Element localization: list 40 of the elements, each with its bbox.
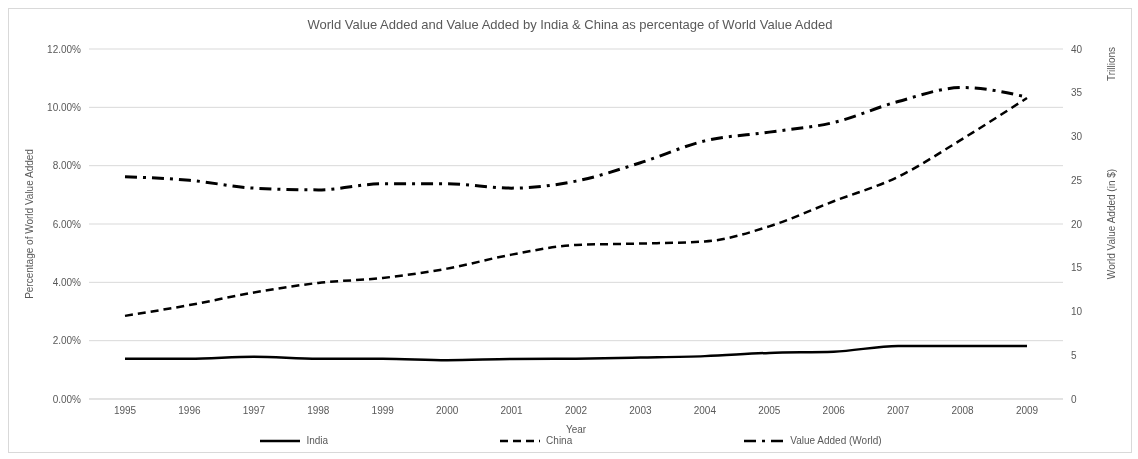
y2-tick-label: 30 bbox=[1071, 131, 1083, 143]
y2-tick-label: 20 bbox=[1071, 218, 1083, 230]
y-tick-label: 2.00% bbox=[52, 335, 82, 347]
y2-tick-label: 25 bbox=[1071, 174, 1083, 186]
x-tick-label: 2001 bbox=[500, 405, 524, 417]
legend-label: China bbox=[546, 435, 573, 446]
legend-label: Value Added (World) bbox=[790, 435, 882, 446]
y2-tick-label: 10 bbox=[1071, 306, 1083, 318]
y-tick-label: 10.00% bbox=[47, 101, 82, 113]
x-tick-label: 2005 bbox=[758, 405, 781, 417]
x-tick-label: 2007 bbox=[887, 405, 910, 417]
x-tick-label: 2004 bbox=[693, 405, 717, 417]
x-tick-label: 2000 bbox=[436, 405, 459, 417]
x-tick-label: 1999 bbox=[371, 405, 395, 417]
y-tick-label: 8.00% bbox=[52, 160, 82, 172]
y-axis-title: Percentage of World Value Added bbox=[23, 149, 35, 299]
x-tick-label: 1997 bbox=[242, 405, 266, 417]
x-tick-label: 2002 bbox=[564, 405, 588, 417]
x-tick-label: 1998 bbox=[307, 405, 330, 417]
line-series bbox=[123, 344, 1029, 362]
y2-tick-label: 35 bbox=[1071, 87, 1083, 99]
legend-label: India bbox=[306, 435, 329, 446]
x-tick-label: 2009 bbox=[1015, 405, 1039, 417]
text: Trillions bbox=[1106, 47, 1117, 82]
y2-tick-label: 0 bbox=[1071, 393, 1077, 405]
x-tick-label: 1996 bbox=[178, 405, 201, 417]
y2-tick-label: 15 bbox=[1071, 262, 1083, 274]
y2-tick-label: 5 bbox=[1071, 349, 1077, 361]
y2-axis-title: World Value Added (in $) bbox=[1105, 168, 1117, 280]
x-axis-title: Year bbox=[565, 424, 587, 435]
y2-tick-label: 40 bbox=[1071, 43, 1083, 55]
y-tick-label: 0.00% bbox=[52, 393, 82, 405]
x-tick-label: 2008 bbox=[951, 405, 975, 417]
y-tick-label: 12.00% bbox=[47, 43, 82, 55]
chart-title: World Value Added and Value Added by India & China as percentage of World Value Added bbox=[306, 17, 834, 32]
y-tick-label: 6.00% bbox=[52, 218, 82, 230]
x-tick-label: 1995 bbox=[113, 405, 137, 417]
x-tick-label: 2003 bbox=[629, 405, 652, 417]
y-tick-label: 4.00% bbox=[52, 276, 82, 288]
x-tick-label: 2006 bbox=[822, 405, 846, 417]
